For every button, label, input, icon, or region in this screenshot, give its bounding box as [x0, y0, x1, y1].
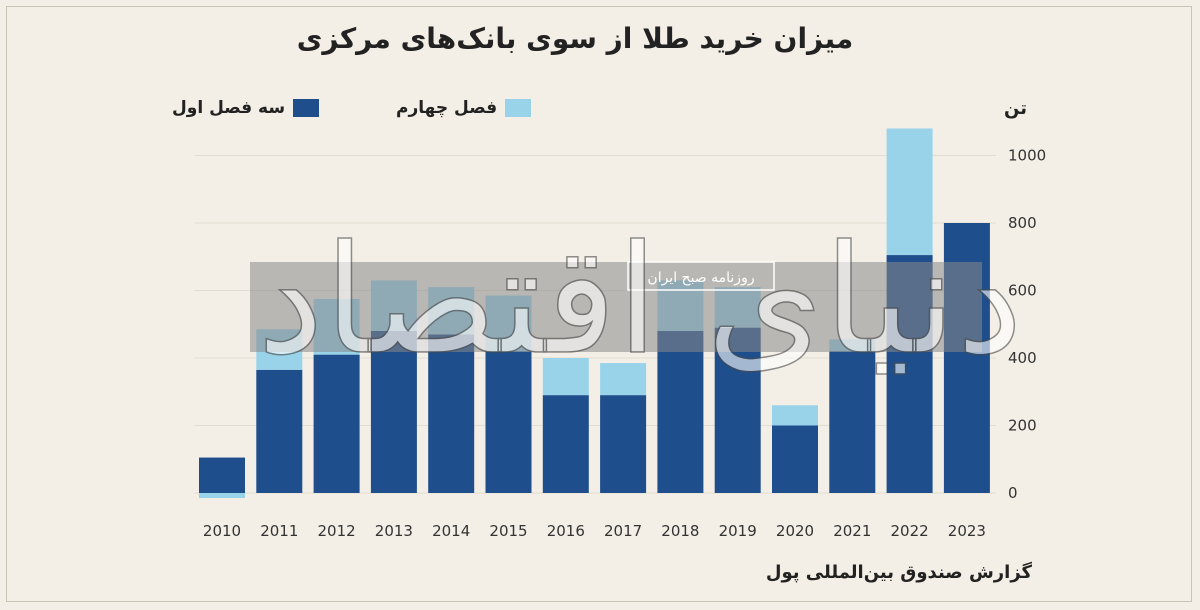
y-tick-label: 0 [1008, 484, 1018, 502]
legend-item-series1: سه فصل اول [172, 96, 320, 120]
x-tick-label: 2018 [661, 522, 699, 540]
x-tick-label: 2013 [375, 522, 413, 540]
x-tick-label: 2014 [432, 522, 470, 540]
watermark-band [250, 262, 982, 352]
x-tick-label: 2012 [318, 522, 356, 540]
x-tick-label: 2021 [833, 522, 871, 540]
bar-series1-2019 [714, 327, 761, 493]
x-tick-label: 2016 [547, 522, 585, 540]
bar-series1-2016 [542, 395, 589, 493]
legend-swatch-series2 [505, 99, 532, 117]
legend-label-series1: سه فصل اول [172, 98, 286, 118]
x-tick-label: 2011 [260, 522, 298, 540]
y-tick-label: 600 [1008, 282, 1037, 300]
bar-series1-2017 [600, 395, 647, 493]
bar-series1-2013 [370, 331, 417, 493]
x-tick-label: 2023 [948, 522, 986, 540]
x-tick-label: 2010 [203, 522, 241, 540]
bar-series1-2011 [256, 369, 303, 493]
legend-item-series2: فصل چهارم [396, 96, 532, 120]
bar-series2-2022 [886, 128, 933, 256]
bar-series1-2014 [428, 334, 475, 493]
watermark-main-text: دنیای اقتصاد [257, 214, 1023, 388]
bar-series2-2010 [199, 493, 245, 499]
legend-swatch-series1 [293, 99, 320, 117]
x-tick-label: 2022 [891, 522, 929, 540]
bar-series2-2020 [772, 405, 818, 426]
y-tick-label: 1000 [1008, 147, 1046, 165]
legend-label-series2: فصل چهارم [396, 98, 498, 118]
bar-series1-2012 [313, 354, 360, 493]
watermark-sub-box [627, 261, 775, 291]
x-tick-label: 2017 [604, 522, 642, 540]
y-tick-label: 400 [1008, 349, 1037, 367]
bar-series1-2015 [485, 351, 532, 493]
bar-series1-2018 [657, 331, 704, 493]
axis-layer: 0 200 400 600 800 1000 2010 2011 2012 2013 2014 201… [203, 147, 1046, 541]
bar-series1-2010 [199, 457, 245, 493]
bar-series1-2020 [772, 425, 818, 493]
bar-series2-2016 [542, 358, 589, 396]
source-note: گزارش صندوق بین‌المللی پول [765, 562, 1032, 583]
chart-frame [6, 6, 1192, 602]
bar-series1-2021 [829, 351, 876, 493]
y-tick-label: 200 [1008, 417, 1037, 435]
bar-series2-2017 [600, 363, 647, 396]
x-tick-label: 2020 [776, 522, 814, 540]
y-tick-label: 800 [1008, 214, 1037, 232]
watermark-layer: روزنامه صبح ایران دنیای اقتصاد [250, 213, 1024, 389]
y-axis-unit-label: تن [1004, 98, 1027, 119]
chart-title: میزان خرید طلا از سوی بانک‌های مرکزی [296, 22, 854, 55]
x-tick-label: 2019 [719, 522, 757, 540]
x-tick-label: 2015 [489, 522, 527, 540]
watermark-sub-text: روزنامه صبح ایران [647, 270, 754, 286]
